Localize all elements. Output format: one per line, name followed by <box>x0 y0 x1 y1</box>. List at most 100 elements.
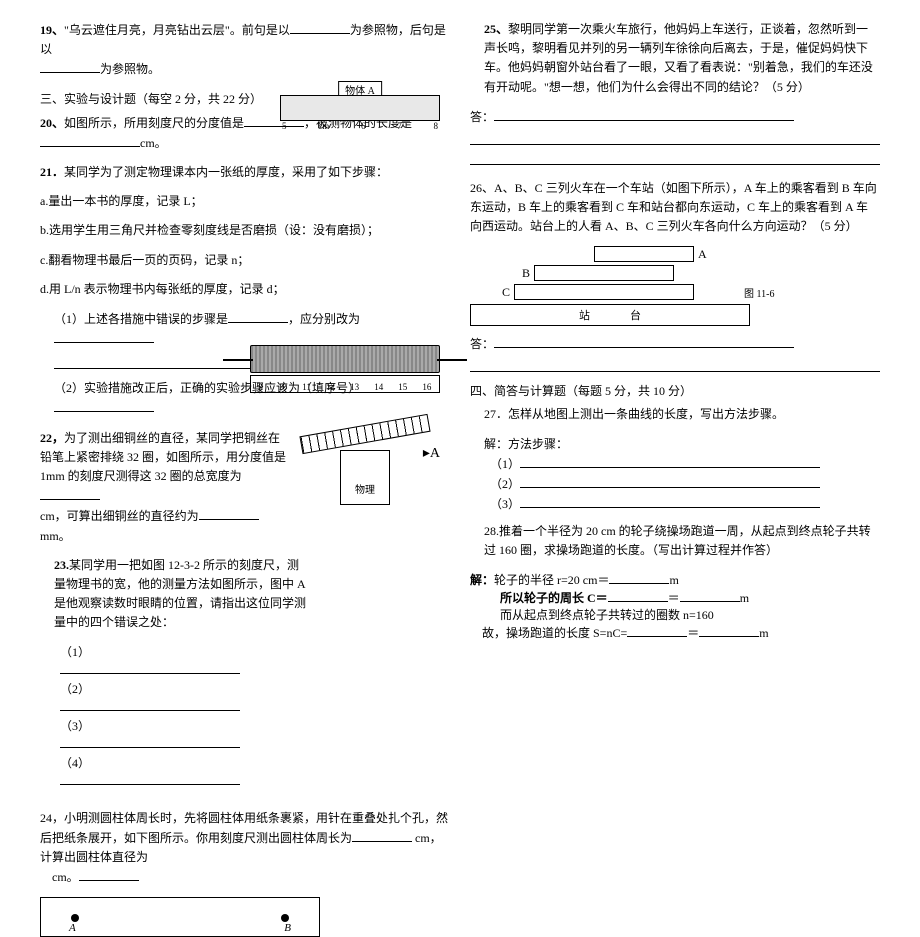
q21-num: 21． <box>40 165 64 179</box>
train-c-label: C <box>470 285 510 300</box>
q27-solve: 解：方法步骤： <box>470 435 880 452</box>
coil-figure: 9 10 11 12 13 14 15 16 <box>250 345 440 393</box>
q23-item-3: （3） <box>60 717 266 752</box>
q28-l1b: m <box>669 573 678 587</box>
q28: 28.推着一个半径为 20 cm 的轮子绕操场跑道一周，从起点到终点轮子共转过 … <box>470 522 880 560</box>
q25: 25、黎明同学第一次乘火车旅行，他妈妈上车送行，正谈着，忽然听到一声长鸣，黎明看… <box>470 20 880 97</box>
q27-text: 怎样从地图上测出一条曲线的长度，写出方法步骤。 <box>508 407 784 421</box>
tick: 10 <box>278 382 287 392</box>
q19: 19、"乌云遮住月亮，月亮钻出云层"。前句是以为参照物，后句是以 为参照物。 <box>40 20 450 80</box>
q25-line3 <box>470 149 880 165</box>
lbl: （2） <box>490 477 520 491</box>
q28-l2-blank1 <box>608 588 668 602</box>
q23-item-2: （2） <box>60 680 266 715</box>
label-a: A <box>69 922 76 934</box>
right-column: 25、黎明同学第一次乘火车旅行，他妈妈上车送行，正谈着，忽然听到一声长鸣，黎明看… <box>460 20 890 617</box>
platform: 站台 <box>470 304 750 326</box>
q28-l2a: 所以轮子的周长 C＝ <box>500 591 608 605</box>
q22-b: cm，可算出细铜丝的直径约为 <box>40 509 199 523</box>
tick: 8 <box>434 121 439 131</box>
q21-1-blank2 <box>54 329 154 343</box>
q21b: b.选用学生用三角尺并检查零刻度线是否磨损（设：没有磨损）； <box>40 221 450 240</box>
coil-body <box>250 345 440 373</box>
q24-blank1 <box>352 828 412 842</box>
q20-a: 如图所示，所用刻度尺的分度值是 <box>64 116 244 130</box>
ruler1-body <box>280 95 440 121</box>
lbl: （1） <box>490 457 520 471</box>
ruler1-scale: 5 cm 6 7 8 <box>280 121 440 131</box>
q28-l4a: 故，操场跑道的长度 S=nC= <box>482 626 627 640</box>
q28-l4c: m <box>759 626 768 640</box>
q28-l1-blank <box>609 570 669 584</box>
q25-num: 25、 <box>484 22 508 36</box>
q27-item-2: （2） <box>490 474 880 492</box>
q26-line2 <box>470 356 880 372</box>
cylinder-figure: A B <box>40 897 320 937</box>
q28-l2: 所以轮子的周长 C＝ ＝ m <box>470 588 880 606</box>
q25-answer: 答： <box>470 107 880 165</box>
train-a <box>594 246 694 262</box>
q21c: c.翻看物理书最后一页的页码，记录 n； <box>40 251 450 270</box>
q21-1-label: （1）上述各措施中错误的步骤是 <box>54 312 228 326</box>
q26-text: A、B、C 三列火车在一个车站（如图下所示），A 车上的乘客看到 B 车向东运动… <box>470 181 877 233</box>
q27-num: 27． <box>484 407 508 421</box>
q28-text: 推着一个半径为 20 cm 的轮子绕操场跑道一周，从起点到终点轮子共转过 160… <box>484 524 871 557</box>
q26-answer: 答： <box>470 334 880 372</box>
lbl: （4） <box>60 756 90 770</box>
q19-blank1 <box>290 20 350 34</box>
q28-num: 28. <box>484 524 499 538</box>
q26-num: 26、 <box>470 181 494 195</box>
left-column: 19、"乌云遮住月亮，月亮钻出云层"。前句是以为参照物，后句是以 为参照物。 三… <box>30 20 460 617</box>
q26: 26、A、B、C 三列火车在一个车站（如图下所示），A 车上的乘客看到 B 车向… <box>470 179 880 237</box>
ruler-figure-1: 物体 A 5 cm 6 7 8 <box>280 95 440 131</box>
dot-b <box>281 914 289 922</box>
trains-figure: A B C 图 11-6 站台 <box>470 246 880 326</box>
train-a-label: A <box>698 247 707 262</box>
tick: 9 <box>259 382 264 392</box>
q28-l3: 而从起点到终点轮子共转过的圈数 n=160 <box>470 606 880 623</box>
label-b: B <box>284 922 291 934</box>
blank <box>60 660 240 674</box>
q25-text: 黎明同学第一次乘火车旅行，他妈妈上车送行，正谈着，忽然听到一声长鸣，黎明看见并列… <box>484 22 873 94</box>
q27-list: （1） （2） （3） <box>470 454 880 512</box>
q23: 23.某同学用一把如图 12-3-2 所示的刻度尺，测量物理书的宽，他的测量方法… <box>40 556 307 633</box>
tick: 11 <box>302 382 311 392</box>
q19-num: 19、 <box>40 23 64 37</box>
q28-l4: 故，操场跑道的长度 S=nC=＝m <box>470 623 880 641</box>
ans-label: 答： <box>470 337 494 351</box>
book-figure: 物理 ▸A <box>300 420 430 520</box>
q23-item-1: （1） <box>60 643 266 678</box>
q27-item-1: （1） <box>490 454 880 472</box>
q28-l2b: ＝ <box>668 591 680 605</box>
q27: 27．怎样从地图上测出一条曲线的长度，写出方法步骤。 <box>470 405 880 424</box>
tick: 6 <box>361 121 366 131</box>
tick: cm <box>318 121 329 131</box>
q27-item-3: （3） <box>490 494 880 512</box>
blank <box>520 454 820 468</box>
fig-label: 图 11-6 <box>744 285 774 300</box>
tick: 14 <box>374 382 383 392</box>
platform-l: 站 <box>579 310 630 322</box>
lbl: （3） <box>60 719 90 733</box>
q28-l2c: m <box>740 591 749 605</box>
blank <box>60 771 240 785</box>
q22: 22，为了测出细铜丝的直径，某同学把铜丝在铅笔上紧密排绕 32 圈，如图所示，用… <box>40 429 286 546</box>
q23-text: 某同学用一把如图 12-3-2 所示的刻度尺，测量物理书的宽，他的测量方法如图所… <box>54 558 306 630</box>
q23-list: （1） （2） （3） （4） <box>40 643 266 789</box>
q21-text: 某同学为了测定物理课本内一张纸的厚度，采用了如下步骤： <box>64 165 388 179</box>
book-ruler <box>299 414 430 454</box>
q22-num: 22， <box>40 431 64 445</box>
q24-blank2 <box>79 867 139 881</box>
eye-icon: ▸A <box>423 445 440 462</box>
train-c <box>514 284 694 300</box>
q22-c: mm。 <box>40 529 71 543</box>
tick: 13 <box>350 382 359 392</box>
q28-l4-blank1 <box>627 623 687 637</box>
lbl: （2） <box>60 682 90 696</box>
q23-item-4: （4） <box>60 754 266 789</box>
q25-blank1 <box>494 107 794 121</box>
q26-blank1 <box>494 334 794 348</box>
q21-1-mid: ，应分别改为 <box>288 312 360 326</box>
train-b-row: B <box>470 265 880 281</box>
q19-blank2 <box>40 59 100 73</box>
